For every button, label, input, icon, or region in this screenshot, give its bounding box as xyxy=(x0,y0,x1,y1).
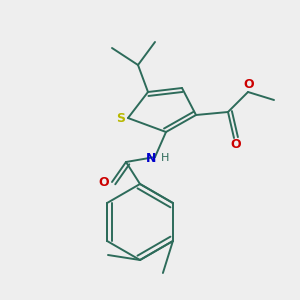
Text: S: S xyxy=(116,112,125,125)
Text: O: O xyxy=(244,79,254,92)
Text: N: N xyxy=(146,152,156,164)
Text: H: H xyxy=(161,153,169,163)
Text: O: O xyxy=(231,139,241,152)
Text: O: O xyxy=(99,176,109,190)
